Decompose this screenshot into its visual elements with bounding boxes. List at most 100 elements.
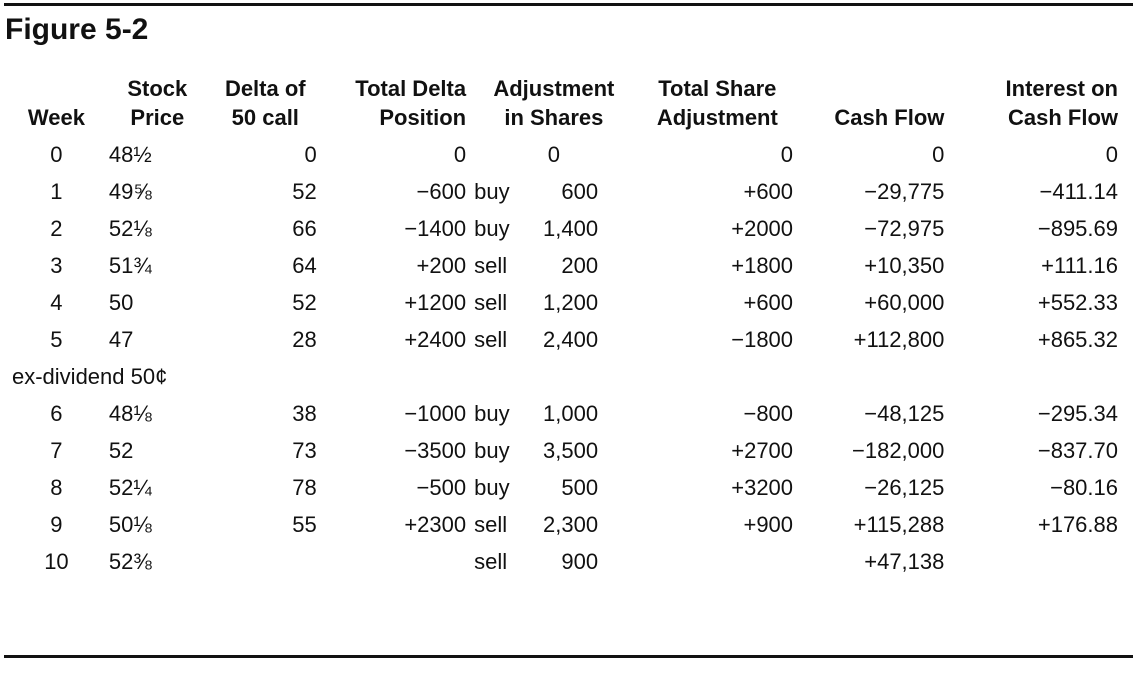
cell-total-delta: −1400 bbox=[404, 215, 467, 241]
cell-total-delta: +2300 bbox=[404, 511, 467, 537]
adjustment-shares: 3,500 bbox=[543, 437, 599, 463]
adjustment-action: buy bbox=[474, 474, 510, 500]
adjustment-shares: 900 bbox=[561, 548, 599, 574]
cell-share-adjustment: +3200 bbox=[731, 474, 794, 500]
adjustment-action: buy bbox=[474, 400, 510, 426]
table-row: 0 48½ 0 0 0 0 0 0 bbox=[8, 136, 1122, 173]
cell-adjustment: sell 2,300 bbox=[470, 506, 638, 543]
cell-interest bbox=[948, 543, 1122, 580]
cell-cash-flow: −26,125 bbox=[864, 474, 945, 500]
cell-adjustment: buy 1,400 bbox=[470, 210, 638, 247]
header-adjustment: Adjustment in Shares bbox=[493, 76, 615, 130]
cell-total-delta: +200 bbox=[416, 252, 467, 278]
note-row: ex-dividend 50¢ bbox=[8, 358, 1122, 395]
cell-delta: 38 bbox=[292, 400, 317, 426]
cell-adjustment: buy 3,500 bbox=[470, 432, 638, 469]
table-row: 8 52¼ 78 −500 buy 500 +3200 −26,125 −80.16 bbox=[8, 469, 1122, 506]
cell-week: 5 bbox=[50, 326, 63, 352]
table-row: 9 50⅛ 55 +2300 sell 2,300 +900 +115,288 +176.88 bbox=[8, 506, 1122, 543]
cell-total-delta: +1200 bbox=[404, 289, 467, 315]
cell-stock-price: 52 bbox=[108, 437, 134, 463]
cell-interest: +865.32 bbox=[1037, 326, 1118, 352]
header-row: Week Stock Price Delta of 50 call Total De… bbox=[8, 74, 1122, 136]
cell-stock-price: 48½ bbox=[108, 141, 152, 167]
cell-stock-price: 50 bbox=[108, 289, 134, 315]
cell-delta: 78 bbox=[292, 474, 317, 500]
cell-week: 1 bbox=[50, 178, 63, 204]
cell-share-adjustment: +900 bbox=[743, 511, 794, 537]
cell-cash-flow: +115,288 bbox=[853, 511, 945, 537]
cell-delta: 66 bbox=[292, 215, 317, 241]
adjustment-action: sell bbox=[474, 548, 508, 574]
delta-hedge-table: Week Stock Price Delta of 50 call Total De… bbox=[8, 74, 1122, 580]
cell-stock-price: 52⅛ bbox=[108, 215, 152, 241]
header-share-adjustment: Total Share Adjustment bbox=[656, 76, 778, 130]
cell-cash-flow: −48,125 bbox=[864, 400, 945, 426]
table-row: 6 48⅛ 38 −1000 buy 1,000 −800 −48,125 −295.34 bbox=[8, 395, 1122, 432]
cell-stock-price: 51¾ bbox=[108, 252, 152, 278]
cell-total-delta: −1000 bbox=[404, 400, 467, 426]
header-total-delta: Total Delta Position bbox=[355, 76, 467, 130]
adjustment-shares: 2,400 bbox=[543, 326, 599, 352]
cell-share-adjustment: +2700 bbox=[731, 437, 794, 463]
cell-interest: +176.88 bbox=[1037, 511, 1118, 537]
cell-total-delta: −600 bbox=[416, 178, 467, 204]
adjustment-shares: 1,000 bbox=[543, 400, 599, 426]
cell-week: 4 bbox=[50, 289, 63, 315]
cell-week: 0 bbox=[50, 141, 63, 167]
cell-share-adjustment: −1800 bbox=[731, 326, 794, 352]
cell-week: 10 bbox=[44, 548, 69, 574]
cell-share-adjustment: +1800 bbox=[731, 252, 794, 278]
cell-total-delta: +2400 bbox=[404, 326, 467, 352]
cell-adjustment: sell 2,400 bbox=[470, 321, 638, 358]
adjustment-action: sell bbox=[474, 326, 508, 352]
adjustment-shares: 0 bbox=[547, 141, 560, 167]
cell-cash-flow: +10,350 bbox=[864, 252, 945, 278]
cell-delta: 0 bbox=[304, 141, 317, 167]
adjustment-action: sell bbox=[474, 289, 508, 315]
cell-delta: 55 bbox=[292, 511, 317, 537]
cell-total-delta: −3500 bbox=[404, 437, 467, 463]
header-delta: Delta of 50 call bbox=[224, 76, 306, 130]
bottom-rule bbox=[4, 655, 1133, 658]
cell-adjustment: buy 500 bbox=[470, 469, 638, 506]
cell-share-adjustment: +2000 bbox=[731, 215, 794, 241]
adjustment-shares: 1,400 bbox=[543, 215, 599, 241]
cell-share-adjustment: 0 bbox=[780, 141, 794, 167]
cell-week: 9 bbox=[50, 511, 63, 537]
adjustment-shares: 2,300 bbox=[543, 511, 599, 537]
cell-interest: −295.34 bbox=[1037, 400, 1118, 426]
adjustment-action: buy bbox=[474, 215, 510, 241]
table-row: 2 52⅛ 66 −1400 buy 1,400 +2000 −72,975 −895.69 bbox=[8, 210, 1122, 247]
header-interest: Interest on Cash Flow bbox=[1005, 76, 1118, 130]
cell-week: 7 bbox=[50, 437, 63, 463]
cell-total-delta bbox=[321, 543, 470, 580]
cell-stock-price: 52⅜ bbox=[108, 548, 152, 574]
cell-cash-flow: −72,975 bbox=[864, 215, 945, 241]
table-row: 4 50 52 +1200 sell 1,200 +600 +60,000 +552.33 bbox=[8, 284, 1122, 321]
cell-adjustment: sell 200 bbox=[470, 247, 638, 284]
header-cash-flow: Cash Flow bbox=[834, 105, 945, 130]
cell-adjustment: sell 900 bbox=[470, 543, 638, 580]
cell-share-adjustment: +600 bbox=[743, 289, 794, 315]
cell-interest: +552.33 bbox=[1037, 289, 1118, 315]
cell-delta: 64 bbox=[292, 252, 317, 278]
header-stock-price: Stock Price bbox=[127, 76, 188, 130]
cell-stock-price: 52¼ bbox=[108, 474, 152, 500]
figure-title: Figure 5-2 bbox=[5, 13, 149, 46]
table-row: 7 52 73 −3500 buy 3,500 +2700 −182,000 −837.70 bbox=[8, 432, 1122, 469]
cell-interest: −895.69 bbox=[1037, 215, 1118, 241]
cell-adjustment: sell 1,200 bbox=[470, 284, 638, 321]
table-row: 3 51¾ 64 +200 sell 200 +1800 +10,350 +111.16 bbox=[8, 247, 1122, 284]
cell-delta: 52 bbox=[292, 178, 317, 204]
adjustment-action: sell bbox=[474, 511, 508, 537]
cell-week: 2 bbox=[50, 215, 63, 241]
cell-stock-price: 49⅝ bbox=[108, 178, 152, 204]
ex-dividend-note: ex-dividend 50¢ bbox=[12, 363, 168, 389]
cell-week: 3 bbox=[50, 252, 63, 278]
table-body: 0 48½ 0 0 0 0 0 0 1 49⅝ 52 −600 buy 600 +600 −29,775 −41… bbox=[8, 136, 1122, 580]
cell-interest: 0 bbox=[1105, 141, 1118, 167]
cell-adjustment: buy 1,000 bbox=[470, 395, 638, 432]
cell-adjustment: 0 bbox=[470, 136, 638, 173]
cell-week: 8 bbox=[50, 474, 63, 500]
